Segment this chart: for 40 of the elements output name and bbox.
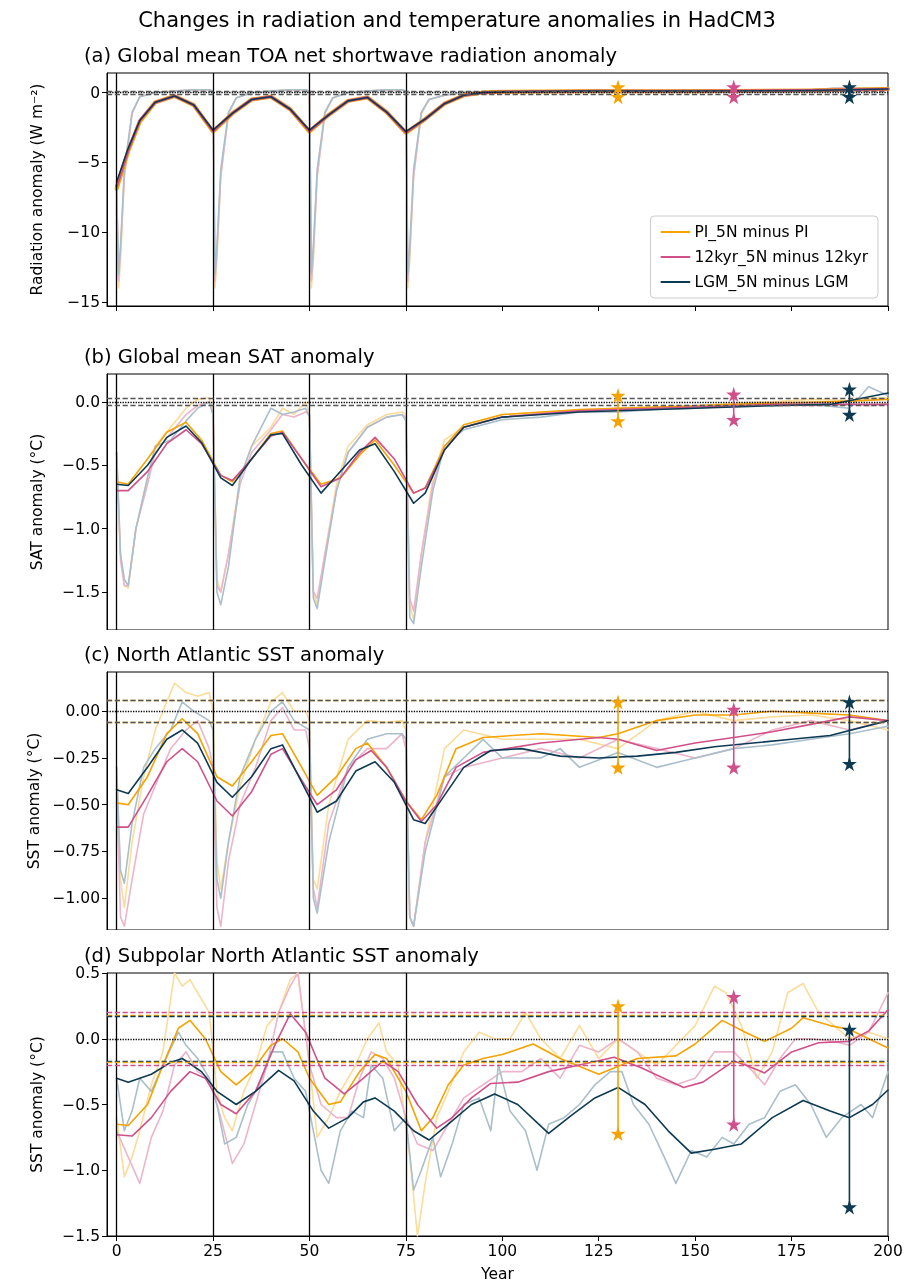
chart-title: (b) Global mean SAT anomaly — [84, 344, 375, 368]
chart-title: (c) North Atlantic SST anomaly — [84, 642, 385, 666]
chart-subtitle: (a) Global mean TOA net shortwave radiation anomaly — [84, 43, 618, 67]
y-tick-label: −1.5 — [62, 1227, 100, 1245]
x-tick-label: 150 — [680, 1242, 710, 1260]
y-axis-title: SAT anomaly (°C) — [28, 433, 46, 571]
x-tick-label: 75 — [396, 1242, 416, 1260]
y-tick-label: −1.0 — [62, 519, 100, 538]
y-tick-label: −0.25 — [52, 749, 100, 767]
x-tick-label: 100 — [487, 1242, 518, 1260]
x-tick-label: 50 — [299, 1242, 320, 1260]
y-axis-title: SST anomaly (°C) — [24, 732, 43, 870]
y-tick-label: −1.5 — [62, 582, 100, 601]
legend-label: LGM_5N minus LGM — [694, 273, 849, 292]
x-axis-title: Year — [480, 1265, 515, 1283]
x-tick-label: 175 — [776, 1242, 807, 1260]
y-axis-title: SST anomaly (°C) — [28, 1036, 46, 1173]
chart-title: Changes in radiation and temperature anomalies in HadCM3 — [138, 7, 776, 32]
y-tick-label: −0.75 — [52, 842, 100, 861]
x-tick-label: 200 — [873, 1242, 903, 1260]
y-tick-label: −1.00 — [52, 889, 100, 908]
x-tick-label: 125 — [583, 1242, 614, 1260]
y-axis-title: Radiation anomaly (W m⁻²) — [28, 83, 46, 296]
y-tick-label: −1.0 — [62, 1161, 100, 1180]
y-tick-label: −15 — [67, 292, 100, 311]
x-tick-label: 0 — [111, 1242, 122, 1260]
legend-label: PI_5N minus PI — [694, 223, 809, 242]
y-tick-label: 0.00 — [65, 702, 100, 721]
y-tick-label: 0.0 — [75, 1029, 100, 1048]
y-tick-label: −0.50 — [52, 795, 100, 814]
y-tick-label: 0.5 — [75, 964, 100, 982]
y-tick-label: −0.5 — [62, 456, 100, 475]
y-tick-label: −5 — [77, 153, 100, 172]
legend-label: 12kyr_5N minus 12kyr — [694, 248, 869, 267]
y-tick-label: −0.5 — [62, 1095, 100, 1114]
chart-title: (d) Subpolar North Atlantic SST anomaly — [84, 943, 479, 967]
x-tick-label: 25 — [203, 1242, 223, 1260]
y-tick-label: 0 — [90, 83, 100, 102]
y-tick-label: 0.0 — [75, 392, 100, 411]
y-tick-label: −10 — [67, 223, 100, 242]
